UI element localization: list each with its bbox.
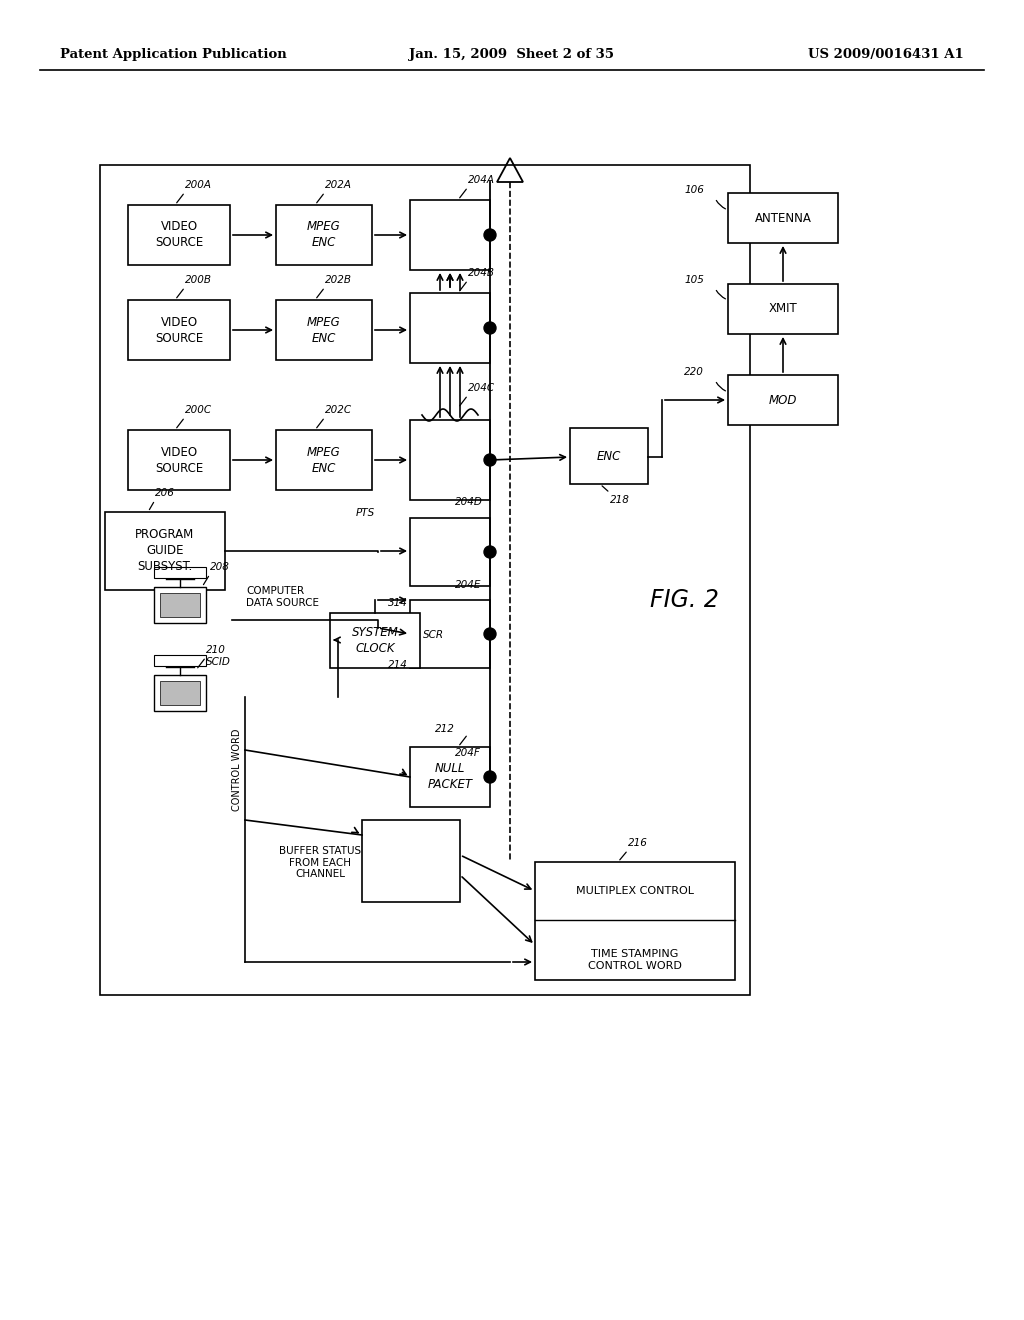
Text: 204D: 204D (455, 498, 483, 507)
Bar (154, 587, 206, 623)
Text: 214: 214 (388, 660, 408, 671)
Text: 204F: 204F (455, 748, 481, 758)
Text: 208: 208 (210, 562, 229, 572)
Circle shape (484, 771, 496, 783)
Bar (160, 594, 201, 616)
Text: 202C: 202C (325, 405, 352, 414)
Bar (728, 375, 838, 425)
Bar (276, 300, 372, 360)
Bar (100, 165, 750, 995)
Circle shape (484, 454, 496, 466)
Bar (154, 568, 206, 578)
Bar (154, 675, 206, 711)
Text: MPEG
ENC: MPEG ENC (307, 220, 341, 249)
Text: 105: 105 (684, 275, 705, 285)
Circle shape (484, 546, 496, 558)
Bar (410, 601, 490, 668)
Text: 212: 212 (435, 723, 455, 734)
Text: 220: 220 (684, 367, 705, 378)
Text: CONTROL WORD: CONTROL WORD (232, 729, 242, 812)
Circle shape (484, 628, 496, 640)
Circle shape (484, 322, 496, 334)
Bar (728, 284, 838, 334)
Bar (362, 820, 460, 902)
Bar (410, 517, 490, 586)
Text: SCR: SCR (423, 630, 444, 640)
Text: VIDEO
SOURCE: VIDEO SOURCE (155, 446, 203, 474)
Text: 204B: 204B (468, 268, 495, 279)
Bar (410, 747, 490, 807)
Text: 202A: 202A (325, 180, 352, 190)
Text: 204C: 204C (468, 383, 496, 393)
Bar (128, 430, 230, 490)
Text: PTS: PTS (356, 508, 375, 517)
Text: 206: 206 (155, 488, 175, 498)
Text: NULL
PACKET: NULL PACKET (427, 763, 472, 792)
Bar (276, 430, 372, 490)
Text: 204A: 204A (468, 176, 495, 185)
Bar (330, 612, 420, 668)
Text: ENC: ENC (597, 450, 622, 462)
Text: XMIT: XMIT (769, 302, 798, 315)
Text: MPEG
ENC: MPEG ENC (307, 446, 341, 474)
Bar (276, 205, 372, 265)
Bar (570, 428, 648, 484)
Bar (728, 193, 838, 243)
Text: 106: 106 (684, 185, 705, 195)
Bar (410, 293, 490, 363)
Text: 204E: 204E (455, 579, 481, 590)
Bar (535, 862, 735, 979)
Bar (410, 201, 490, 271)
Text: TIME STAMPING
CONTROL WORD: TIME STAMPING CONTROL WORD (588, 949, 682, 972)
Bar (128, 205, 230, 265)
Text: FIG. 2: FIG. 2 (650, 587, 719, 612)
Text: 200B: 200B (185, 275, 212, 285)
Text: 314: 314 (388, 598, 408, 609)
Text: MOD: MOD (769, 393, 798, 407)
Text: Jan. 15, 2009  Sheet 2 of 35: Jan. 15, 2009 Sheet 2 of 35 (410, 48, 614, 61)
Bar (154, 655, 206, 667)
Bar (410, 420, 490, 500)
Text: 218: 218 (610, 495, 630, 506)
Bar (105, 512, 225, 590)
Bar (128, 300, 230, 360)
Text: MPEG
ENC: MPEG ENC (307, 315, 341, 345)
Text: ANTENNA: ANTENNA (755, 211, 811, 224)
Text: US 2009/0016431 A1: US 2009/0016431 A1 (808, 48, 964, 61)
Text: VIDEO
SOURCE: VIDEO SOURCE (155, 315, 203, 345)
Text: SYSTEM
CLOCK: SYSTEM CLOCK (351, 626, 398, 655)
Text: VIDEO
SOURCE: VIDEO SOURCE (155, 220, 203, 249)
Text: BUFFER STATUS
FROM EACH
CHANNEL: BUFFER STATUS FROM EACH CHANNEL (279, 846, 361, 879)
Text: Patent Application Publication: Patent Application Publication (60, 48, 287, 61)
Text: COMPUTER
DATA SOURCE: COMPUTER DATA SOURCE (246, 586, 319, 607)
Text: PROGRAM
GUIDE
SUBSYST.: PROGRAM GUIDE SUBSYST. (135, 528, 195, 573)
Text: 200C: 200C (185, 405, 212, 414)
Text: 202B: 202B (325, 275, 352, 285)
Text: 200A: 200A (185, 180, 212, 190)
Text: MULTIPLEX CONTROL: MULTIPLEX CONTROL (575, 886, 694, 896)
Text: 216: 216 (628, 838, 648, 847)
Bar (160, 681, 201, 705)
Text: SCID: SCID (206, 657, 230, 667)
Text: 210: 210 (206, 645, 226, 655)
Circle shape (484, 228, 496, 242)
